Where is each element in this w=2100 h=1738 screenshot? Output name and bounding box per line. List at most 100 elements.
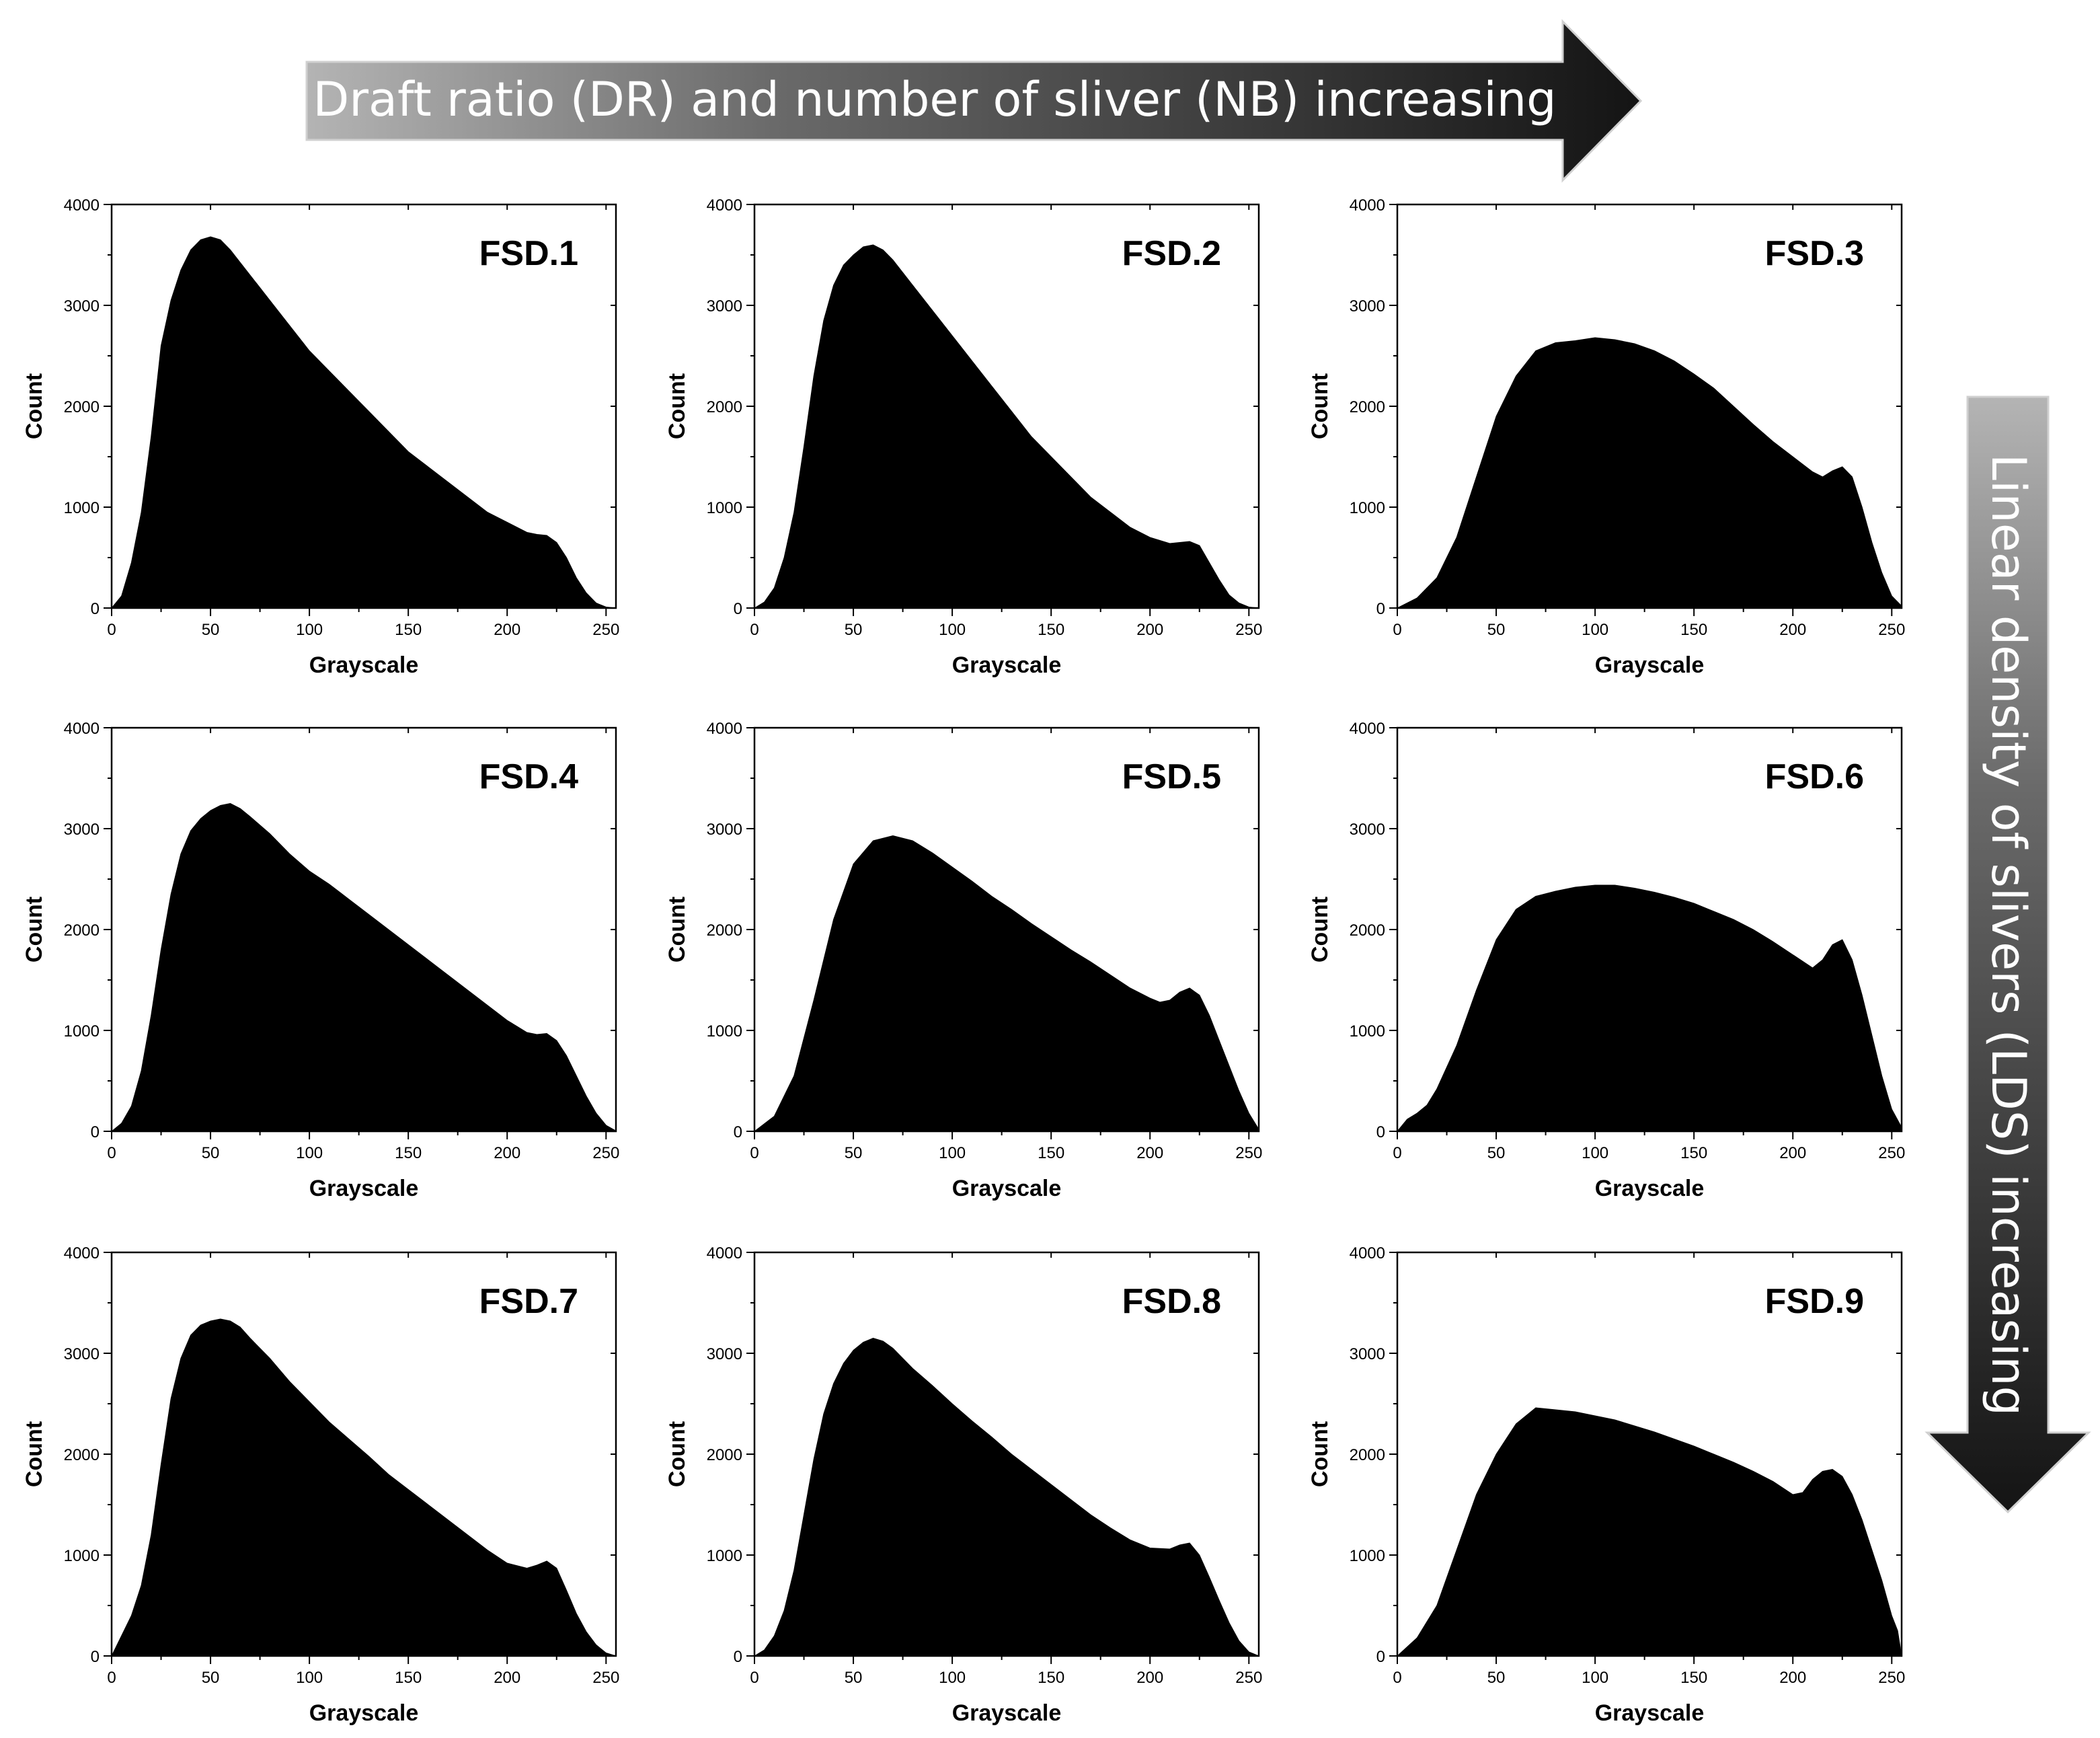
x-tick-label: 0 (107, 1144, 116, 1162)
y-axis-title: Count (664, 897, 690, 962)
y-tick-label: 1000 (64, 1022, 100, 1041)
y-tick-label: 0 (734, 600, 742, 618)
histogram-area (753, 244, 1259, 609)
y-tick-label: 1000 (1350, 1547, 1385, 1565)
x-tick-label: 250 (592, 621, 619, 639)
x-tick-label: 250 (1235, 621, 1262, 639)
x-axis-title: Grayscale (309, 1700, 419, 1726)
x-tick-label: 250 (1235, 1669, 1262, 1687)
x-tick-label: 150 (1680, 621, 1707, 639)
y-axis-title: Count (1307, 897, 1333, 962)
y-tick-label: 0 (734, 1123, 742, 1141)
y-tick-label: 1000 (707, 499, 742, 517)
y-tick-label: 2000 (1350, 921, 1385, 940)
y-tick-label: 1000 (64, 1547, 100, 1565)
y-axis-title: Count (22, 1421, 47, 1487)
histogram-panel: 0 50 100 150 200 250 0 1000 2000 3000 4000 Grayscal… (664, 720, 1262, 1201)
x-axis-title: Grayscale (952, 652, 1062, 678)
histogram-panel: 0 50 100 150 200 250 0 1000 2000 3000 4000 Grayscal… (22, 196, 619, 678)
x-tick-label: 100 (939, 1669, 966, 1687)
y-tick-label: 3000 (64, 821, 100, 839)
x-axis-title: Grayscale (1595, 1176, 1705, 1201)
x-tick-label: 50 (202, 1669, 220, 1687)
y-tick-label: 4000 (1350, 196, 1385, 215)
x-tick-label: 150 (395, 621, 422, 639)
y-tick-label: 1000 (64, 499, 100, 517)
y-tick-label: 0 (91, 1123, 100, 1141)
histogram-area (111, 1318, 617, 1657)
x-axis-title: Grayscale (309, 1176, 419, 1201)
histogram-area (1396, 1407, 1902, 1657)
x-tick-label: 150 (1038, 1669, 1064, 1687)
x-tick-label: 100 (939, 621, 966, 639)
right-arrow-shape (1924, 395, 2091, 1514)
histogram-area (110, 802, 617, 1132)
x-tick-label: 0 (750, 1669, 759, 1687)
x-tick-label: 50 (845, 1669, 863, 1687)
x-tick-label: 50 (1487, 1669, 1506, 1687)
top-banner-text: Draft ratio (DR) and number of sliver (N… (313, 72, 1556, 127)
x-tick-label: 0 (1393, 1144, 1401, 1162)
x-tick-label: 0 (107, 621, 116, 639)
y-axis-title: Count (1307, 373, 1333, 439)
histogram-panel: 0 50 100 150 200 250 0 1000 2000 3000 4000 Grayscal… (664, 196, 1262, 678)
y-tick-label: 4000 (64, 720, 100, 738)
y-tick-label: 3000 (707, 821, 742, 839)
x-tick-label: 200 (1779, 1144, 1806, 1162)
y-tick-label: 3000 (1350, 821, 1385, 839)
x-tick-label: 100 (296, 1144, 323, 1162)
y-tick-label: 0 (1376, 1123, 1385, 1141)
x-axis-title: Grayscale (952, 1700, 1062, 1726)
y-tick-label: 4000 (64, 196, 100, 215)
x-tick-label: 200 (494, 1669, 520, 1687)
x-tick-label: 0 (107, 1669, 116, 1687)
y-tick-label: 4000 (707, 720, 742, 738)
y-tick-label: 2000 (64, 1446, 100, 1464)
x-tick-label: 150 (1680, 1144, 1707, 1162)
panel-label: FSD.4 (479, 757, 578, 796)
y-tick-label: 4000 (1350, 720, 1385, 738)
y-tick-label: 4000 (64, 1244, 100, 1262)
y-tick-label: 3000 (707, 1345, 742, 1363)
top-banner-arrow: Draft ratio (DR) and number of sliver (N… (305, 19, 1643, 183)
panel-label: FSD.8 (1122, 1282, 1221, 1321)
x-tick-label: 200 (1779, 621, 1806, 639)
x-tick-label: 150 (395, 1144, 422, 1162)
histogram-area (110, 236, 617, 609)
y-tick-label: 2000 (1350, 398, 1385, 416)
x-tick-label: 200 (1136, 1144, 1163, 1162)
y-tick-label: 1000 (1350, 1022, 1385, 1041)
x-tick-label: 200 (494, 621, 520, 639)
x-axis-title: Grayscale (309, 652, 419, 678)
x-tick-label: 200 (494, 1144, 520, 1162)
x-tick-label: 100 (1582, 1144, 1608, 1162)
x-tick-label: 200 (1779, 1669, 1806, 1687)
y-tick-label: 0 (91, 1648, 100, 1666)
x-tick-label: 250 (1878, 1669, 1905, 1687)
histogram-panel: 0 50 100 150 200 250 0 1000 2000 3000 4000 Grayscal… (22, 720, 619, 1201)
panel-label: FSD.7 (479, 1282, 578, 1321)
x-tick-label: 250 (592, 1669, 619, 1687)
x-tick-label: 0 (1393, 1669, 1401, 1687)
y-tick-label: 2000 (64, 398, 100, 416)
x-tick-label: 250 (1878, 1144, 1905, 1162)
x-axis-title: Grayscale (1595, 1700, 1705, 1726)
panel-label: FSD.3 (1765, 234, 1864, 273)
x-tick-label: 250 (592, 1144, 619, 1162)
y-tick-label: 3000 (64, 297, 100, 315)
x-tick-label: 100 (1582, 1669, 1608, 1687)
y-axis-title: Count (1307, 1421, 1333, 1487)
x-tick-label: 50 (845, 1144, 863, 1162)
histogram-panel: 0 50 100 150 200 250 0 1000 2000 3000 4000 Grayscal… (1307, 720, 1905, 1201)
x-tick-label: 50 (1487, 1144, 1506, 1162)
x-axis-title: Grayscale (952, 1176, 1062, 1201)
y-tick-label: 0 (1376, 1648, 1385, 1666)
panel-label: FSD.9 (1765, 1282, 1864, 1321)
y-tick-label: 3000 (707, 297, 742, 315)
histogram-area (1396, 884, 1902, 1132)
y-tick-label: 2000 (707, 921, 742, 940)
x-tick-label: 250 (1235, 1144, 1262, 1162)
histogram-panel: 0 50 100 150 200 250 0 1000 2000 3000 4000 Grayscal… (1307, 1244, 1905, 1726)
y-tick-label: 4000 (1350, 1244, 1385, 1262)
